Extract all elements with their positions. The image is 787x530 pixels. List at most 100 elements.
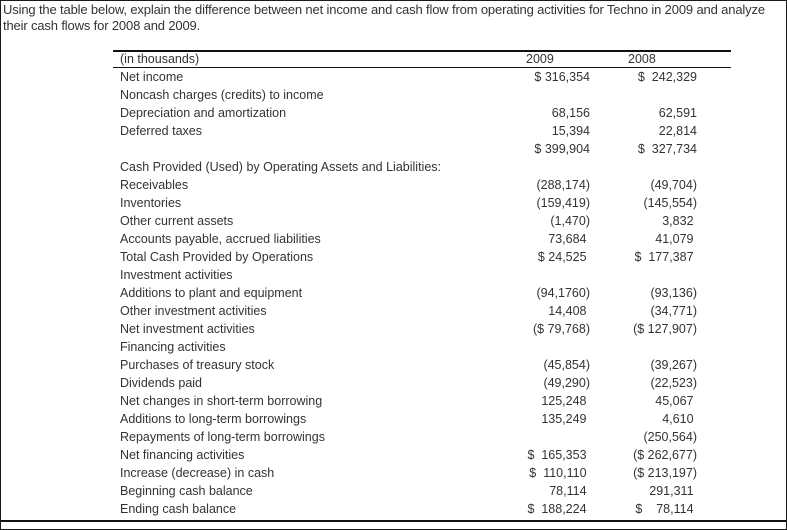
value-2008: $ 177,387: [634, 250, 697, 264]
cash-flow-table: (in thousands) 2009 2008 Net income $ 316…: [113, 50, 731, 518]
row-label: Ending cash balance: [120, 502, 237, 516]
value-2008: (93,136): [650, 286, 697, 300]
table-row: Repayments of long-term borrowings (250,5…: [113, 428, 731, 446]
value-2009: $ 24,525: [537, 250, 590, 264]
table-row: Noncash charges (credits) to income: [113, 86, 731, 104]
header-2009: 2009: [526, 52, 554, 66]
table-header-row: (in thousands) 2009 2008: [113, 52, 731, 67]
value-2008: (145,554): [643, 196, 697, 210]
row-label: Dividends paid: [120, 376, 202, 390]
value-2008: 45,067: [655, 394, 697, 408]
table-row: Depreciation and amortization 68,156 62,59…: [113, 104, 731, 122]
value-2009: (45,854): [543, 358, 590, 372]
value-2009: $ 316,354: [534, 70, 590, 84]
row-label: Net income: [120, 70, 184, 84]
table-body: Net income $ 316,354 $ 242,329 Noncash char…: [113, 68, 731, 518]
row-label: Depreciation and amortization: [120, 106, 287, 120]
row-label: Purchases of treasury stock: [120, 358, 275, 372]
table-row: Accounts payable, accrued liabilities 73,…: [113, 230, 731, 248]
row-label: Financing activities: [120, 340, 226, 354]
value-2009: 68,156: [551, 106, 590, 120]
row-label: Other investment activities: [120, 304, 267, 318]
table-row: Other investment activities 14,408 (34,77…: [113, 302, 731, 320]
table-row: Financing activities: [113, 338, 731, 356]
value-2008: (39,267): [650, 358, 697, 372]
value-2008: 62,591: [658, 106, 697, 120]
table-row: Total Cash Provided by Operations $ 24,52…: [113, 248, 731, 266]
value-2008: (22,523): [650, 376, 697, 390]
table-row: Net investment activities ($ 79,768) ($ 12…: [113, 320, 731, 338]
row-label: Additions to plant and equipment: [120, 286, 303, 300]
value-2009: ($ 79,768): [533, 322, 590, 336]
value-2009: 14,408: [548, 304, 590, 318]
table-row: Dividends paid (49,290) (22,523): [113, 374, 731, 392]
row-label: Noncash charges (credits) to income: [120, 88, 324, 102]
value-2009: 15,394: [551, 124, 590, 138]
row-label: Additions to long-term borrowings: [120, 412, 307, 426]
value-2009: 125,248: [541, 394, 590, 408]
question-text: Using the table below, explain the diffe…: [3, 2, 765, 33]
value-2009: 78,114: [549, 484, 590, 498]
value-2008: 291,311: [649, 484, 697, 498]
table-row: Additions to long-term borrowings 135,249…: [113, 410, 731, 428]
table-row: Receivables (288,174) (49,704): [113, 176, 731, 194]
row-label: Receivables: [120, 178, 189, 192]
row-label: Cash Provided (Used) by Operating Assets…: [120, 160, 441, 174]
table-row: Increase (decrease) in cash $ 110,110 ($ …: [113, 464, 731, 482]
value-2008: $ 327,734: [637, 142, 697, 156]
value-2008: 41,079: [655, 232, 697, 246]
value-2009: (288,174): [536, 178, 590, 192]
row-label: Inventories: [120, 196, 182, 210]
table-row: Other current assets (1,470) 3,832: [113, 212, 731, 230]
table-row: $ 399,904 $ 327,734: [113, 140, 731, 158]
row-label: Total Cash Provided by Operations: [120, 250, 314, 264]
value-2009: 135,249: [541, 412, 590, 426]
value-2008: ($ 213,197): [633, 466, 697, 480]
table-row: Inventories (159,419) (145,554): [113, 194, 731, 212]
row-label: Other current assets: [120, 214, 234, 228]
value-2008: 22,814: [658, 124, 697, 138]
value-2009: $ 165,353: [527, 448, 590, 462]
table-top-rule: [113, 50, 731, 52]
row-label: Investment activities: [120, 268, 233, 282]
table-row: Cash Provided (Used) by Operating Assets…: [113, 158, 731, 176]
header-units-label: (in thousands): [120, 52, 200, 66]
value-2008: 3,832: [662, 214, 697, 228]
value-2008: ($ 127,907): [633, 322, 697, 336]
table-row: Ending cash balance $ 188,224 $ 78,114: [113, 500, 731, 518]
value-2009: (94,1760): [536, 286, 590, 300]
row-label: Net changes in short-term borrowing: [120, 394, 323, 408]
row-label: Net investment activities: [120, 322, 255, 336]
table-row: Investment activities: [113, 266, 731, 284]
table-row: Net changes in short-term borrowing 125,2…: [113, 392, 731, 410]
value-2008: (49,704): [650, 178, 697, 192]
row-label: Net financing activities: [120, 448, 245, 462]
table-row: Net financing activities $ 165,353 ($ 262…: [113, 446, 731, 464]
value-2009: $ 188,224: [527, 502, 590, 516]
row-label: Accounts payable, accrued liabilities: [120, 232, 321, 246]
row-label: Increase (decrease) in cash: [120, 466, 275, 480]
value-2008: (34,771): [650, 304, 697, 318]
value-2009: $ 110,110: [529, 466, 590, 480]
value-2009: 73,684: [548, 232, 590, 246]
row-label: Deferred taxes: [120, 124, 202, 138]
value-2008: (250,564): [643, 430, 697, 444]
value-2008: ($ 262,677): [633, 448, 697, 462]
value-2009: $ 399,904: [534, 142, 590, 156]
table-row: Beginning cash balance 78,114 291,311: [113, 482, 731, 500]
table-row: Purchases of treasury stock (45,854) (39,2…: [113, 356, 731, 374]
value-2008: $ 242,329: [637, 70, 697, 84]
row-label: Repayments of long-term borrowings: [120, 430, 325, 444]
table-header-rule: [113, 67, 731, 68]
header-2008: 2008: [628, 52, 656, 66]
value-2009: (1,470): [550, 214, 590, 228]
value-2008: 4,610: [662, 412, 697, 426]
table-row: Net income $ 316,354 $ 242,329: [113, 68, 731, 86]
row-label: Beginning cash balance: [120, 484, 253, 498]
table-row: Deferred taxes 15,394 22,814: [113, 122, 731, 140]
value-2009: (159,419): [536, 196, 590, 210]
table-row: Additions to plant and equipment (94,1760…: [113, 284, 731, 302]
value-2008: $ 78,114: [635, 502, 697, 516]
table-bottom-rule: [0, 520, 787, 522]
value-2009: (49,290): [543, 376, 590, 390]
